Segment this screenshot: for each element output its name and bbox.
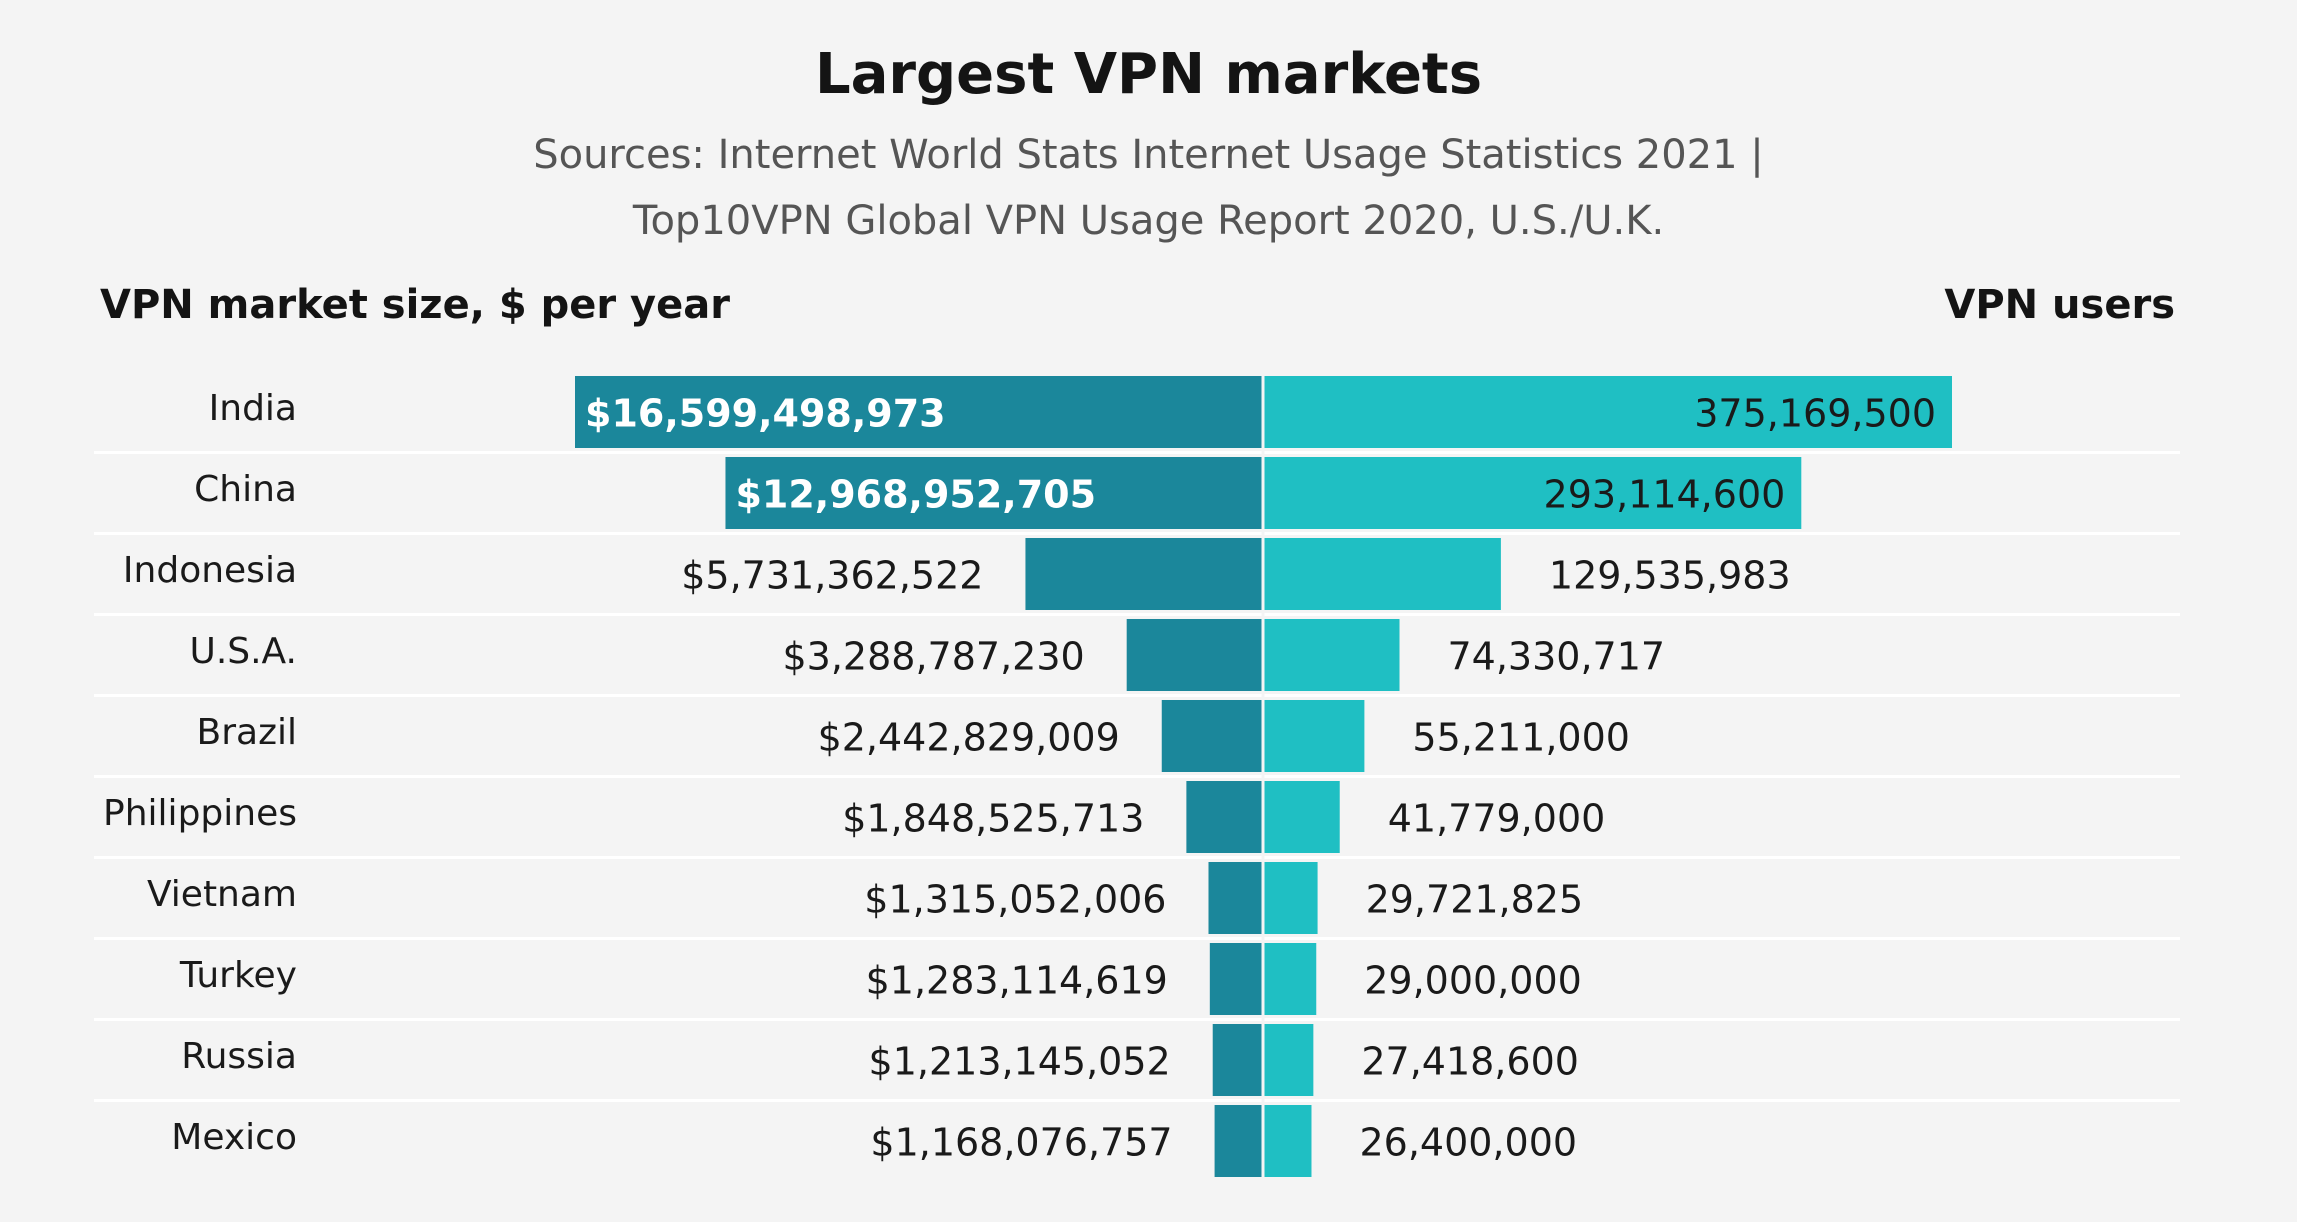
market-size-value-label: $16,599,498,973 [585, 392, 946, 436]
category-label: Indonesia [123, 550, 297, 591]
market-size-value-label: $1,168,076,757 [870, 1121, 1172, 1165]
category-label: Vietnam [147, 874, 297, 915]
vpn-users-bar [1263, 700, 1365, 772]
vpn-users-bar [1263, 943, 1317, 1015]
chart-title: Largest VPN markets [814, 42, 1483, 107]
market-size-bar [1209, 943, 1263, 1015]
category-label: China [194, 469, 297, 510]
market-size-value-label: $2,442,829,009 [818, 716, 1120, 760]
market-size-bar [1161, 700, 1263, 772]
vpn-users-value-label: 129,535,983 [1549, 554, 1791, 598]
market-size-bar [1214, 1105, 1263, 1177]
market-size-bar [575, 376, 1263, 448]
chart-subtitle-line-2: Top10VPN Global VPN Usage Report 2020, U… [632, 198, 1665, 244]
chart-subtitle-line-1: Sources: Internet World Stats Internet U… [533, 132, 1764, 178]
market-size-bar [1025, 538, 1263, 610]
category-label: Russia [181, 1036, 297, 1077]
vpn-users-bar [1263, 862, 1318, 934]
left-series-heading: VPN market size, $ per year [100, 282, 730, 328]
vpn-users-bar [1263, 619, 1400, 691]
market-size-value-label: $1,315,052,006 [864, 878, 1166, 922]
market-size-bar [1186, 781, 1263, 853]
market-size-bar [725, 457, 1263, 529]
market-size-bar [1212, 1024, 1263, 1096]
market-size-bar [1208, 862, 1263, 934]
category-label: Turkey [179, 955, 297, 996]
market-size-value-label: $1,283,114,619 [866, 959, 1168, 1003]
market-size-value-label: $12,968,952,705 [735, 473, 1096, 517]
vpn-users-bar [1263, 781, 1340, 853]
vpn-users-bar [1263, 457, 1802, 529]
vpn-users-value-label: 29,000,000 [1364, 959, 1582, 1003]
market-size-value-label: $1,848,525,713 [842, 797, 1144, 841]
vpn-users-bar [1263, 1105, 1312, 1177]
category-label: India [209, 388, 297, 429]
vpn-users-value-label: 293,114,600 [1544, 473, 1786, 517]
category-label: U.S.A. [189, 631, 297, 672]
vpn-users-value-label: 26,400,000 [1359, 1121, 1577, 1165]
vpn-users-value-label: 27,418,600 [1361, 1040, 1579, 1084]
vpn-users-value-label: 41,779,000 [1388, 797, 1606, 841]
market-size-value-label: $5,731,362,522 [681, 554, 983, 598]
market-size-bar [1126, 619, 1263, 691]
vpn-users-bar [1263, 538, 1501, 610]
vpn-users-value-label: 74,330,717 [1448, 635, 1666, 679]
vpn-users-bar [1263, 376, 1952, 448]
vpn-users-value-label: 55,211,000 [1412, 716, 1630, 760]
market-size-value-label: $3,288,787,230 [783, 635, 1085, 679]
category-label: Mexico [171, 1117, 297, 1158]
vpn-users-bar [1263, 1024, 1314, 1096]
category-label: Philippines [103, 793, 297, 834]
market-size-value-label: $1,213,145,052 [869, 1040, 1171, 1084]
category-label: Brazil [197, 712, 297, 753]
vpn-users-value-label: 29,721,825 [1366, 878, 1584, 922]
right-series-heading: VPN users [1944, 282, 2175, 328]
vpn-users-value-label: 375,169,500 [1694, 392, 1936, 436]
